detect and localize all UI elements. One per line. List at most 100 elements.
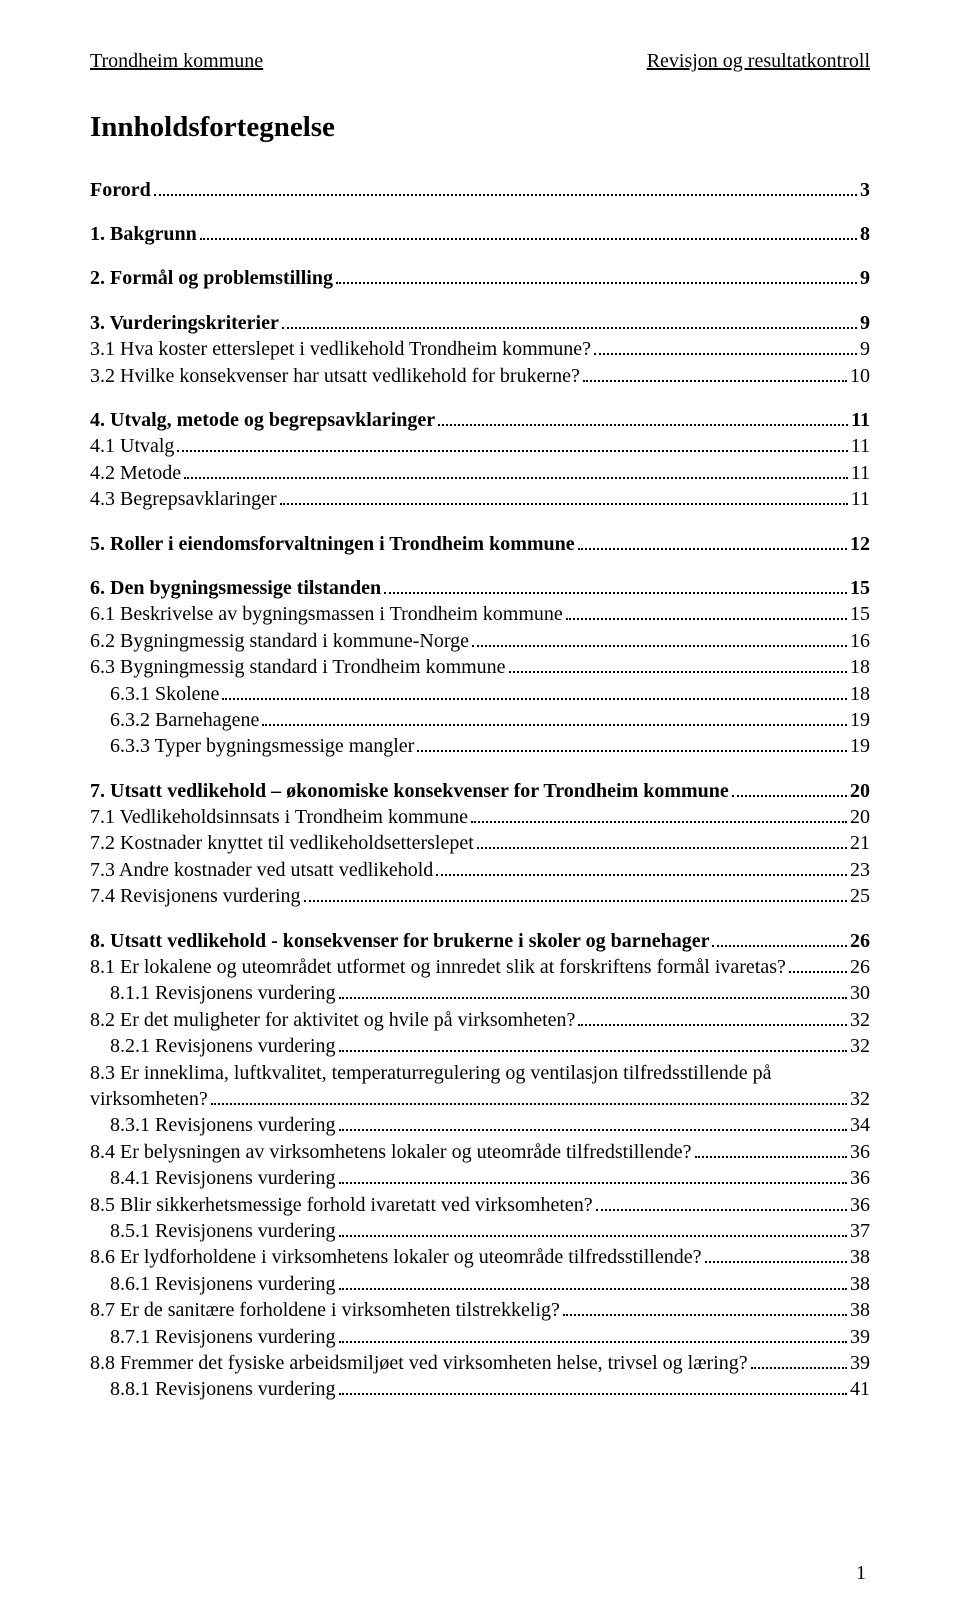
- toc-page: 11: [851, 486, 870, 512]
- toc-page: 12: [850, 531, 870, 557]
- toc-entry: 8.2 Er det muligheter for aktivitet og h…: [90, 1007, 870, 1033]
- toc-label-line2: virksomheten? 32: [90, 1086, 870, 1112]
- toc-page: 18: [850, 654, 870, 680]
- toc-entry: 6.3 Bygningmessig standard i Trondheim k…: [90, 654, 870, 680]
- document-title: Innholdsfortegnelse: [90, 108, 870, 146]
- toc-label: 6.2 Bygningmessig standard i kommune-Nor…: [90, 628, 469, 654]
- toc-page: 38: [850, 1244, 870, 1270]
- toc-page: 15: [850, 575, 870, 601]
- toc-entry: 7.4 Revisjonens vurdering 25: [90, 883, 870, 909]
- toc-entry: 6. Den bygningsmessige tilstanden 15: [90, 575, 870, 601]
- toc-entry: 8.2.1 Revisjonens vurdering 32: [90, 1033, 870, 1059]
- toc-label: 6.3.3 Typer bygningsmessige mangler: [110, 733, 414, 759]
- toc-dots: [154, 177, 857, 196]
- toc-page: 9: [860, 336, 870, 362]
- toc-label: 7. Utsatt vedlikehold – økonomiske konse…: [90, 778, 729, 804]
- toc-page: 18: [850, 681, 870, 707]
- toc-entry: 6.3.1 Skolene 18: [90, 681, 870, 707]
- toc-dots: [438, 407, 848, 426]
- toc-label: 7.2 Kostnader knyttet til vedlikeholdset…: [90, 830, 474, 856]
- toc-dots: [477, 830, 847, 849]
- toc-entry: 7.2 Kostnader knyttet til vedlikeholdset…: [90, 830, 870, 856]
- toc-dots: [417, 733, 847, 752]
- toc-entry: 7.3 Andre kostnader ved utsatt vedlikeho…: [90, 857, 870, 883]
- toc-entry: 4. Utvalg, metode og begrepsavklaringer …: [90, 407, 870, 433]
- toc-page: 26: [850, 928, 870, 954]
- toc-page: 9: [860, 265, 870, 291]
- toc-dots: [262, 707, 847, 726]
- toc-label: 8.7.1 Revisjonens vurdering: [110, 1324, 336, 1350]
- toc-entry: 8.3.1 Revisjonens vurdering 34: [90, 1112, 870, 1138]
- document-page: Trondheim kommune Revisjon og resultatko…: [0, 0, 960, 1620]
- toc-page: 19: [850, 707, 870, 733]
- toc-entry: 6.1 Beskrivelse av bygningsmassen i Tron…: [90, 601, 870, 627]
- toc-label: 4.3 Begrepsavklaringer: [90, 486, 277, 512]
- toc-page: 19: [850, 733, 870, 759]
- toc-entry: 4.3 Begrepsavklaringer 11: [90, 486, 870, 512]
- toc-dots: [339, 1324, 847, 1343]
- toc-dots: [695, 1139, 848, 1158]
- toc-label: 1. Bakgrunn: [90, 221, 197, 247]
- toc-label: 7.4 Revisjonens vurdering: [90, 883, 301, 909]
- toc-entry: 4.2 Metode 11: [90, 460, 870, 486]
- toc-entry: 2. Formål og problemstilling 9: [90, 265, 870, 291]
- toc-dots: [563, 1297, 847, 1316]
- toc-dots: [596, 1192, 847, 1211]
- toc-page: 20: [850, 778, 870, 804]
- toc-gap: [90, 910, 870, 928]
- toc-dots: [472, 628, 847, 647]
- toc-entry: 7. Utsatt vedlikehold – økonomiske konse…: [90, 778, 870, 804]
- toc-page: 10: [850, 363, 870, 389]
- toc-label: 8.1 Er lokalene og uteområdet utformet o…: [90, 954, 786, 980]
- toc-label: 8.7 Er de sanitære forholdene i virksomh…: [90, 1297, 560, 1323]
- toc-entry: 8.4 Er belysningen av virksomhetens loka…: [90, 1139, 870, 1165]
- toc-page: 32: [850, 1007, 870, 1033]
- toc-entry: 4.1 Utvalg 11: [90, 433, 870, 459]
- toc-entry: 8.1.1 Revisjonens vurdering 30: [90, 980, 870, 1006]
- toc-label: 8.3.1 Revisjonens vurdering: [110, 1112, 336, 1138]
- toc-dots: [222, 681, 847, 700]
- toc-page: 8: [860, 221, 870, 247]
- toc-label: Forord: [90, 177, 151, 203]
- toc-entry: 6.2 Bygningmessig standard i kommune-Nor…: [90, 628, 870, 654]
- toc-label: 6.3.1 Skolene: [110, 681, 219, 707]
- toc-dots: [566, 601, 847, 620]
- toc-entry: 8.4.1 Revisjonens vurdering 36: [90, 1165, 870, 1191]
- toc-entry: 5. Roller i eiendomsforvaltningen i Tron…: [90, 531, 870, 557]
- toc-entry: 8.3 Er inneklima, luftkvalitet, temperat…: [90, 1060, 870, 1113]
- toc-dots: [509, 654, 847, 673]
- toc-dots: [339, 1033, 847, 1052]
- toc-label: 7.3 Andre kostnader ved utsatt vedlikeho…: [90, 857, 433, 883]
- toc-label: 8.6.1 Revisjonens vurdering: [110, 1271, 336, 1297]
- table-of-contents: Forord 31. Bakgrunn 82. Formål og proble…: [90, 177, 870, 1403]
- toc-dots: [732, 778, 847, 797]
- toc-gap: [90, 292, 870, 310]
- toc-dots: [436, 857, 847, 876]
- toc-gap: [90, 203, 870, 221]
- toc-dots: [578, 1007, 847, 1026]
- toc-entry: 3. Vurderingskriterier 9: [90, 310, 870, 336]
- header-left: Trondheim kommune: [90, 48, 263, 74]
- toc-page: 41: [850, 1376, 870, 1402]
- toc-label: 8.4 Er belysningen av virksomhetens loka…: [90, 1139, 692, 1165]
- toc-gap: [90, 513, 870, 531]
- toc-page: 26: [850, 954, 870, 980]
- toc-dots: [578, 531, 847, 550]
- toc-label: 3.1 Hva koster etterslepet i vedlikehold…: [90, 336, 591, 362]
- toc-dots: [339, 980, 847, 999]
- toc-label: 4.1 Utvalg: [90, 433, 174, 459]
- toc-label: 8.5 Blir sikkerhetsmessige forhold ivare…: [90, 1192, 593, 1218]
- toc-dots: [336, 265, 857, 284]
- toc-page: 38: [850, 1297, 870, 1323]
- toc-label: 6.3.2 Barnehagene: [110, 707, 259, 733]
- toc-dots: [339, 1271, 847, 1290]
- toc-dots: [339, 1112, 847, 1131]
- toc-entry: 8.7 Er de sanitære forholdene i virksomh…: [90, 1297, 870, 1323]
- toc-gap: [90, 247, 870, 265]
- page-number: 1: [856, 1560, 866, 1586]
- toc-page: 11: [851, 407, 870, 433]
- toc-page: 39: [850, 1324, 870, 1350]
- toc-entry: 8.7.1 Revisjonens vurdering 39: [90, 1324, 870, 1350]
- toc-entry: 8.1 Er lokalene og uteområdet utformet o…: [90, 954, 870, 980]
- toc-entry: 8.8.1 Revisjonens vurdering 41: [90, 1376, 870, 1402]
